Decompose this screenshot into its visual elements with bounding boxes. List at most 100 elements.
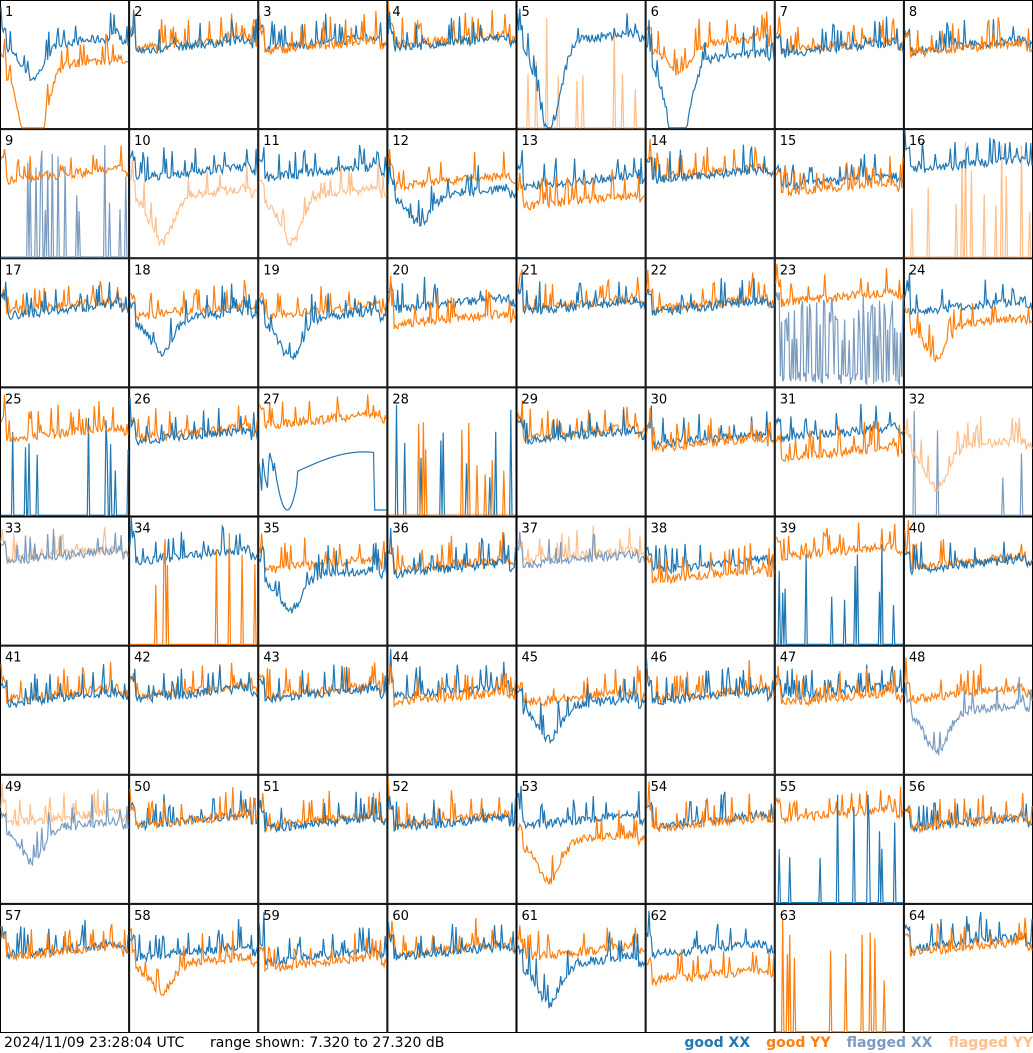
series-yy [775, 420, 904, 462]
tile-33: 33 [0, 516, 130, 646]
tile-3: 3 [258, 0, 388, 130]
series-yy [388, 422, 516, 516]
tile-20: 20 [387, 258, 517, 388]
series-yy [904, 793, 1033, 834]
series-yy [387, 275, 517, 331]
series-xx [516, 8, 646, 129]
tile-37: 37 [516, 516, 646, 646]
range-text: range shown: 7.320 to 27.320 dB [210, 1035, 445, 1051]
tile-label: 50 [134, 780, 151, 795]
series-xx [387, 11, 517, 52]
tile-60: 60 [387, 903, 517, 1033]
legend-good-yy: good YY [766, 1035, 831, 1051]
tile-18: 18 [129, 258, 259, 388]
tile-5: 5 [516, 0, 646, 130]
series-xx [904, 410, 1032, 516]
tile-46: 46 [645, 645, 775, 775]
tile-15: 15 [774, 129, 904, 259]
tile-label: 57 [5, 909, 22, 924]
tile-label: 60 [392, 909, 409, 924]
series-xx [258, 451, 387, 511]
tile-frame [516, 645, 646, 775]
series-xx [516, 150, 646, 191]
tile-frame [258, 258, 388, 388]
series-xx [516, 272, 646, 315]
tile-label: 17 [5, 263, 22, 278]
tile-label: 3 [263, 5, 271, 20]
tile-52: 52 [387, 774, 517, 904]
legend-good-xx: good XX [684, 1035, 751, 1051]
series-yy [646, 543, 775, 586]
tile-13: 13 [516, 129, 646, 259]
series-xx [387, 649, 517, 700]
tile-55: 55 [774, 774, 904, 904]
tile-label: 13 [522, 134, 539, 149]
tile-10: 10 [129, 129, 259, 259]
tile-8: 8 [903, 0, 1033, 130]
legend-flagged-xx: flagged XX [846, 1035, 933, 1051]
series-yy [646, 11, 775, 76]
tile-frame [129, 258, 259, 388]
tile-43: 43 [258, 645, 388, 775]
series-yy [258, 933, 387, 973]
tile-label: 49 [5, 780, 22, 795]
series-yy [129, 928, 258, 996]
series-yy [646, 408, 775, 453]
tile-29: 29 [516, 387, 646, 517]
series-yy [387, 149, 516, 192]
series-yy [258, 394, 387, 430]
tile-label: 22 [651, 263, 668, 278]
tile-label: 33 [5, 522, 22, 537]
series-yy [0, 33, 129, 129]
series-xx [775, 794, 903, 904]
series-yy [259, 286, 387, 320]
tile-frame [903, 774, 1033, 904]
tile-22: 22 [645, 258, 775, 388]
series-yy [387, 779, 516, 830]
series-xx [904, 272, 1033, 316]
series-xx [129, 919, 258, 963]
tile-label: 26 [134, 392, 151, 407]
tile-28: 28 [387, 387, 517, 517]
series-xx [387, 159, 517, 227]
tile-25: 25 [0, 387, 130, 517]
tile-frame [258, 774, 388, 904]
series-yy [517, 810, 646, 885]
tile-47: 47 [774, 645, 904, 775]
tile-label: 34 [134, 522, 151, 537]
series-xx [0, 281, 129, 320]
tile-frame [258, 645, 388, 775]
tile-23: 23 [774, 258, 904, 388]
series-yy [775, 786, 904, 825]
legend-flagged-yy: flagged YY [948, 1035, 1033, 1051]
tile-54: 54 [645, 774, 775, 904]
tile-label: 12 [392, 134, 409, 149]
series-yy [0, 280, 129, 316]
tile-56: 56 [903, 774, 1033, 904]
tile-label: 37 [522, 522, 539, 537]
tile-label: 55 [780, 780, 797, 795]
tile-48: 48 [903, 645, 1033, 775]
tile-label: 14 [651, 134, 668, 149]
series-yy [387, 665, 517, 709]
tile-frame [129, 645, 259, 775]
tile-label: 58 [134, 909, 151, 924]
tile-frame [0, 258, 130, 388]
series-xx [387, 795, 517, 833]
series-yy [130, 280, 258, 322]
series-yy [775, 156, 904, 197]
series-yy [517, 18, 645, 129]
tile-label: 9 [5, 134, 13, 149]
tile-frame [903, 0, 1033, 130]
tile-63: 63 [774, 903, 904, 1033]
tile-34: 34 [129, 516, 259, 646]
tile-label: 19 [263, 263, 280, 278]
tile-45: 45 [516, 645, 646, 775]
tile-label: 41 [5, 651, 22, 666]
series-xx [129, 147, 258, 183]
tile-label: 59 [263, 909, 280, 924]
tile-label: 30 [651, 392, 668, 407]
tile-frame [0, 516, 130, 646]
tile-35: 35 [258, 516, 388, 646]
